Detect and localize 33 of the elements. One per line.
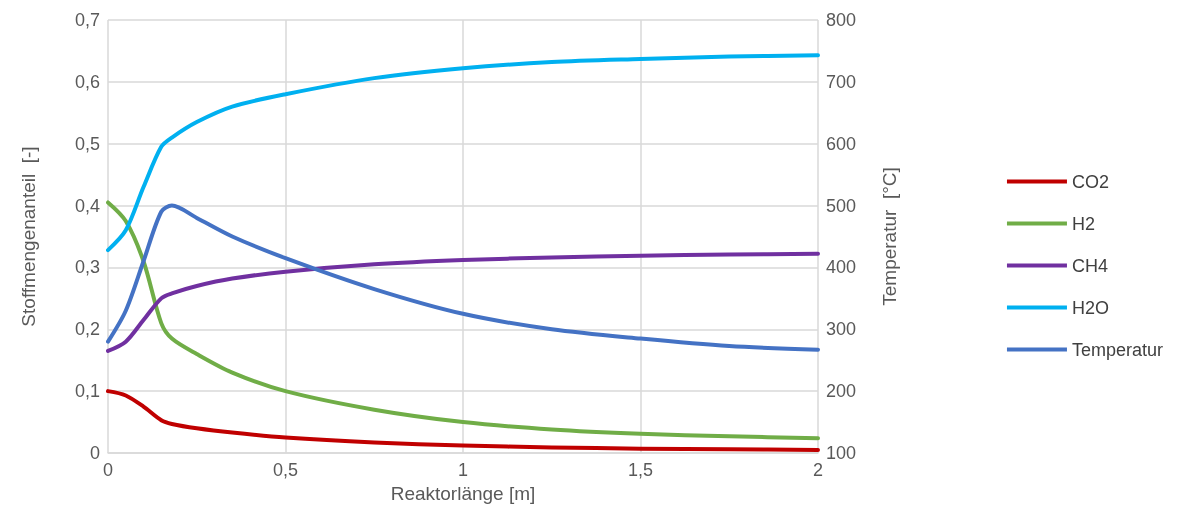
y-tick-label: 0 [89,443,100,463]
line-series [106,53,820,253]
y2-tick-label: 300 [826,319,857,340]
y-tick-label: 0,7 [74,10,100,30]
legend-label: H2 [1071,213,1095,234]
y2-tick-label: 100 [826,443,857,463]
y-tick-label: 0,1 [74,381,100,402]
y-tick-label: 0,2 [74,319,100,340]
y2-tick-label: 800 [826,10,857,30]
y-axis-title: Stoffmengenanteil [-] [18,146,39,327]
line-series [106,203,820,352]
line-series [106,200,820,441]
y-tick-label: 0,4 [74,195,100,216]
x-axis-title: Reaktorlänge [m] [390,482,536,504]
y2-tick-label: 400 [826,257,857,278]
legend-label: Temperatur [1071,339,1164,360]
line-series [106,251,820,353]
y2-axis-title: Temperatur [°C] [879,167,900,306]
y-tick-label: 0,5 [74,133,100,154]
y2-tick-label: 600 [826,133,857,154]
x-tick-label: 0 [102,460,114,480]
legend-label: H2O [1071,297,1109,318]
x-tick-label: 1 [457,460,469,480]
x-tick-label: 1,5 [627,460,654,480]
y-tick-label: 0,6 [74,71,100,92]
legend-label: CH4 [1071,255,1108,276]
y-tick-label: 0,3 [74,257,100,278]
x-tick-label: 0,5 [272,460,299,480]
x-tick-label: 2 [812,460,824,480]
legend-label: CO2 [1071,171,1109,192]
y2-tick-label: 200 [826,381,857,402]
y2-tick-label: 700 [826,71,857,92]
y2-tick-label: 500 [826,195,857,216]
